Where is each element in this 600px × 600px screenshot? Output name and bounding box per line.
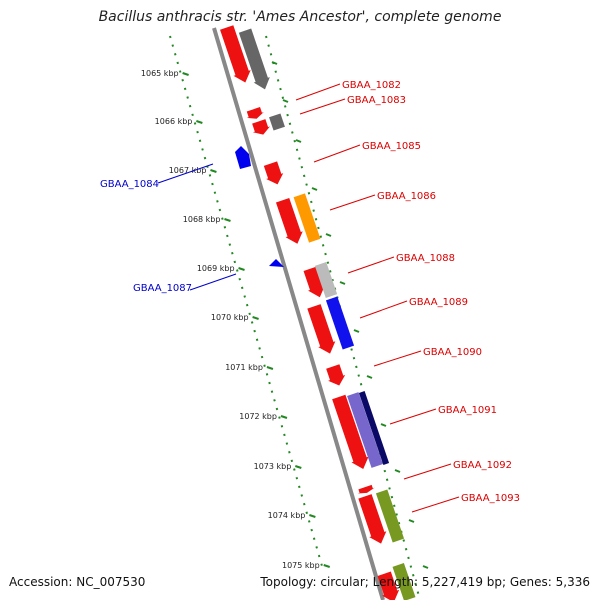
tick-mark <box>196 120 203 124</box>
gene-label: GBAA_1089 <box>409 297 468 308</box>
tick-label: 1071 kbp <box>225 363 263 372</box>
accession-label: Accession: NC_007530 <box>9 575 146 589</box>
tick-mark <box>182 72 189 76</box>
cds-arrow <box>377 571 400 600</box>
gene-label: GBAA_1087 <box>133 283 192 294</box>
cds-arrow <box>220 25 251 83</box>
cog-block <box>358 391 390 465</box>
tick-label: 1074 kbp <box>268 511 306 520</box>
gene-leader-line <box>389 408 437 425</box>
cds-arrow <box>263 161 284 185</box>
gene-label: GBAA_1082 <box>342 80 401 91</box>
cog-block <box>347 392 383 468</box>
cds-arrow <box>307 304 336 354</box>
tick-mark <box>252 316 259 320</box>
gene-label: GBAA_1083 <box>347 95 406 106</box>
right-tick-mark <box>353 329 360 333</box>
right-tick-mark <box>282 99 289 103</box>
backbone-line <box>212 27 385 600</box>
reverse-cds-arrow <box>269 259 284 267</box>
gene-label: GBAA_1091 <box>438 405 497 416</box>
cds-arrow <box>332 394 369 469</box>
tick-label: 1069 kbp <box>197 264 235 273</box>
right-tick-mark <box>271 61 278 65</box>
tick-label: 1066 kbp <box>155 117 193 126</box>
cog-block <box>325 296 355 350</box>
cog-block <box>293 193 321 243</box>
gene-label: GBAA_1092 <box>453 460 512 471</box>
cds-arrow <box>252 119 270 135</box>
tick-label: 1075 kbp <box>282 561 320 570</box>
cog-block <box>238 28 270 90</box>
cds-arrow <box>246 107 264 119</box>
tick-mark <box>224 218 231 222</box>
right-tick-mark <box>394 469 401 473</box>
gene-leader-line <box>299 98 346 115</box>
right-tick-mark <box>366 375 373 379</box>
tick-mark <box>238 267 245 271</box>
genome-summary: Topology: circular; Length: 5,227,419 bp… <box>260 575 590 589</box>
tick-mark <box>210 169 217 173</box>
tick-label: 1067 kbp <box>169 166 207 175</box>
right-tick-mark <box>295 139 302 143</box>
left-tick-guide <box>169 35 323 567</box>
cog-block <box>314 261 338 299</box>
cds-arrow <box>358 494 387 544</box>
gene-leader-line <box>359 300 408 319</box>
gene-leader-line <box>157 163 214 184</box>
right-tick-mark <box>422 565 429 569</box>
tick-label: 1073 kbp <box>254 462 292 471</box>
tick-label: 1070 kbp <box>211 313 249 322</box>
right-tick-mark <box>380 423 387 427</box>
cds-arrow <box>303 266 326 298</box>
right-tick-mark <box>339 281 346 285</box>
tick-label: 1068 kbp <box>183 215 221 224</box>
cog-block <box>269 113 285 131</box>
gene-leader-line <box>347 256 395 274</box>
tick-label: 1072 kbp <box>239 412 277 421</box>
cds-arrow <box>275 197 303 244</box>
gene-label: GBAA_1084 <box>100 179 159 190</box>
gene-leader-line <box>189 273 237 291</box>
map-title: Bacillus anthracis str. 'Ames Ancestor',… <box>98 9 502 25</box>
tick-mark <box>280 415 288 419</box>
cds-arrow <box>326 364 346 386</box>
gene-leader-line <box>313 144 361 163</box>
gene-label: GBAA_1086 <box>377 191 436 202</box>
cds-arrow <box>357 484 375 494</box>
tick-mark <box>309 514 316 518</box>
gene-label: GBAA_1088 <box>396 253 455 264</box>
cog-block <box>392 563 416 600</box>
right-tick-mark <box>325 233 332 237</box>
right-tick-mark <box>408 519 415 523</box>
gene-label: GBAA_1093 <box>461 493 520 504</box>
gene-label: GBAA_1090 <box>423 347 482 358</box>
gene-label: GBAA_1085 <box>362 141 421 152</box>
cog-block <box>375 489 405 543</box>
gene-leader-line <box>373 350 422 367</box>
right-tick-mark <box>311 187 318 191</box>
gene-leader-line <box>329 194 376 211</box>
gene-leader-line <box>403 463 452 480</box>
reverse-cds-arrow <box>235 146 251 169</box>
right-tick-guide <box>265 35 421 600</box>
gene-leader-line <box>295 83 341 101</box>
tick-mark <box>266 366 274 370</box>
tick-mark <box>295 465 302 469</box>
gene-leader-line <box>411 496 460 513</box>
tick-mark <box>323 564 331 568</box>
tick-label: 1065 kbp <box>141 69 179 78</box>
